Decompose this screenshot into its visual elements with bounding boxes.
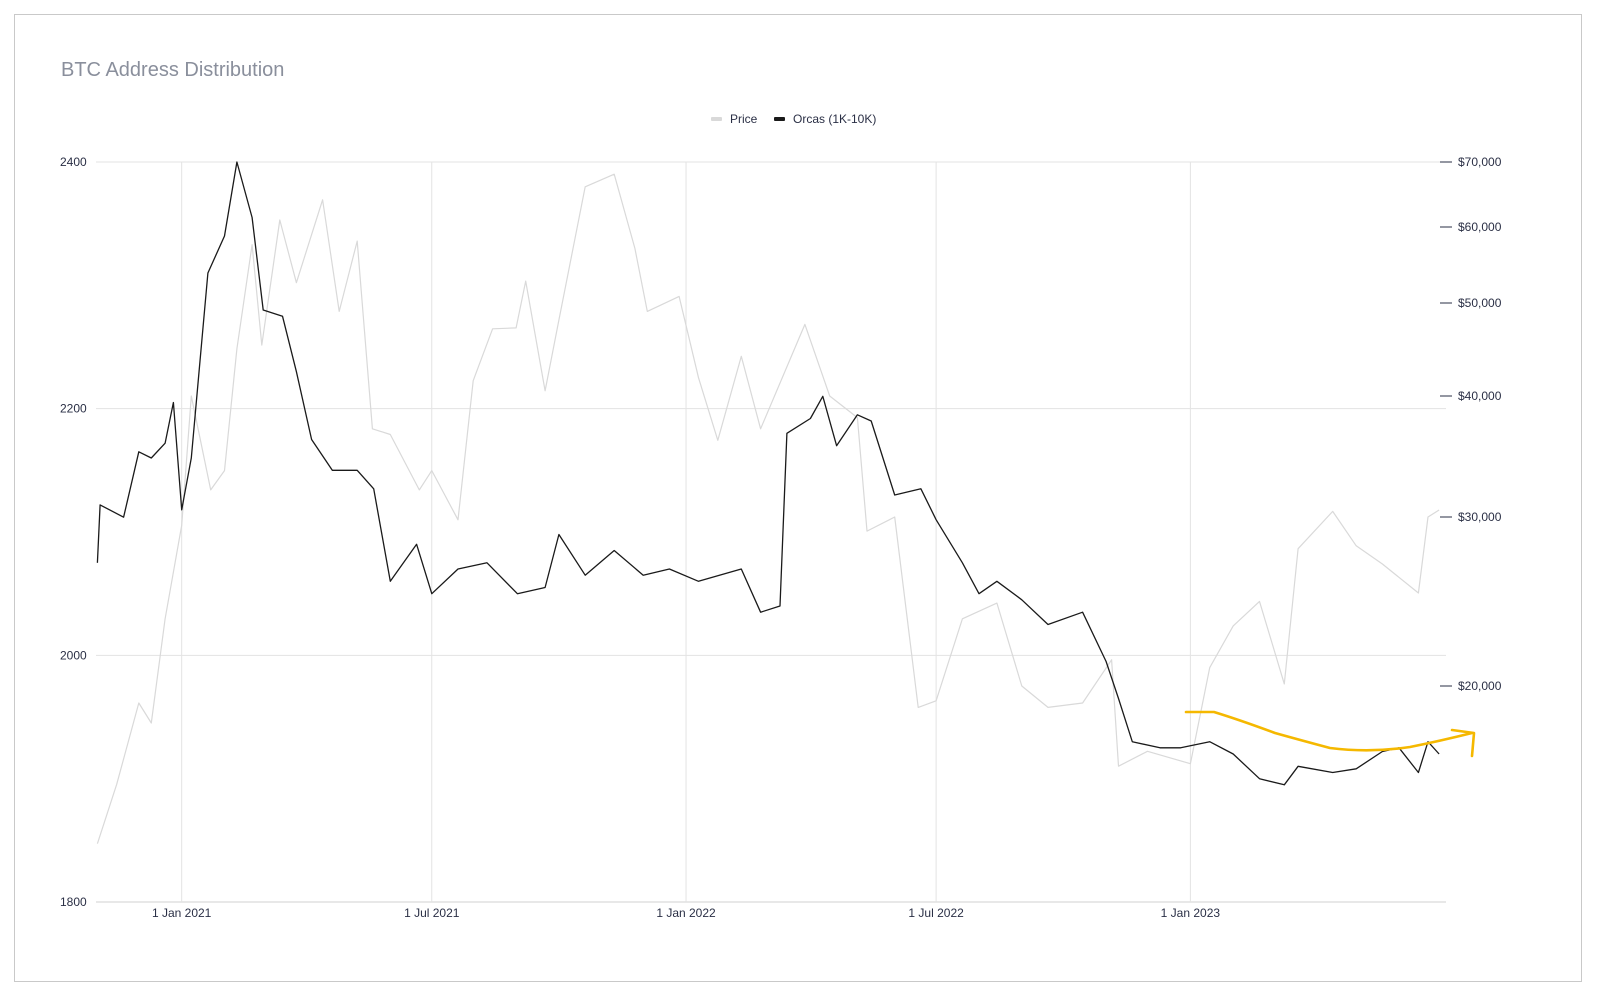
y-right-tick-label: $60,000: [1458, 220, 1502, 234]
x-tick-label: 1 Jul 2022: [908, 906, 964, 920]
legend-orcas-swatch: [774, 117, 785, 121]
legend-price-swatch: [711, 117, 722, 121]
y-axis-left: 2400 2200 2000 1800: [60, 155, 87, 909]
chart-title: BTC Address Distribution: [61, 59, 285, 81]
x-tick-label: 1 Jan 2022: [656, 906, 716, 920]
y-right-tick-label: $50,000: [1458, 296, 1502, 310]
y-right-tick-label: $40,000: [1458, 389, 1502, 403]
grid-lines: [96, 161, 1446, 903]
x-tick-label: 1 Jul 2021: [404, 906, 460, 920]
y-left-tick-label: 2000: [60, 648, 87, 662]
x-tick-label: 1 Jan 2021: [152, 906, 212, 920]
x-tick-label: 1 Jan 2023: [1161, 906, 1221, 920]
y-left-tick-label: 1800: [60, 895, 87, 909]
chart-frame: [14, 14, 1582, 982]
y-right-tick-label: $20,000: [1458, 679, 1502, 693]
y-right-tick-label: $70,000: [1458, 155, 1502, 169]
legend[interactable]: Price Orcas (1K-10K): [711, 112, 876, 126]
trend-annotation: [1184, 710, 1476, 758]
price-line: [96, 173, 1440, 844]
orcas-line: [96, 161, 1440, 786]
y-right-tick-label: $30,000: [1458, 510, 1502, 524]
series-group: [96, 161, 1440, 844]
x-axis: 1 Jan 2021 1 Jul 2021 1 Jan 2022 1 Jul 2022…: [152, 906, 1220, 920]
legend-price-label: Price: [730, 112, 758, 126]
legend-orcas-label: Orcas (1K-10K): [793, 112, 876, 126]
annotation-curve: [1184, 710, 1474, 752]
y-left-tick-label: 2200: [60, 402, 87, 416]
y-axis-right: $70,000 $60,000 $50,000 $40,000 $30,000 $20,0…: [1440, 155, 1502, 693]
y-left-tick-label: 2400: [60, 155, 87, 169]
annotation-arrowhead: [1450, 728, 1476, 758]
